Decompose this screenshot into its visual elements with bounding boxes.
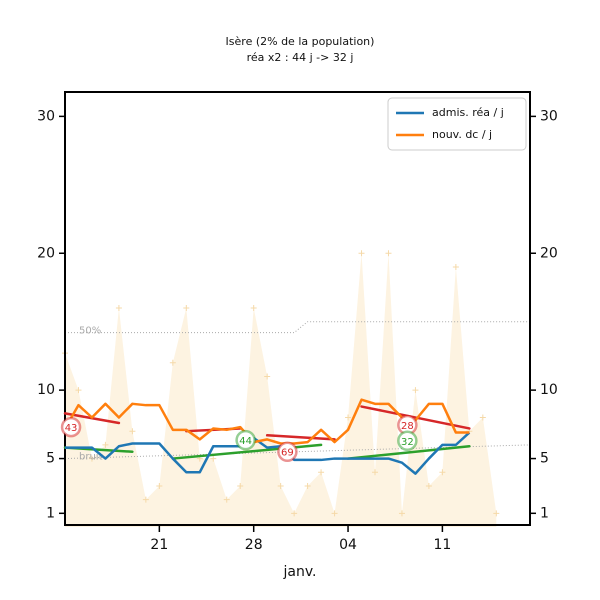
plot-frame <box>64 91 531 526</box>
series-line <box>65 431 471 475</box>
daily-marker <box>345 414 352 421</box>
y-tick-label: 1 <box>46 505 55 521</box>
legend-label: nouv. dc / j <box>432 128 492 141</box>
y-tick-label: 5 <box>46 451 55 467</box>
daily-marker <box>250 305 257 311</box>
y2-tick-label: 30 <box>540 108 558 124</box>
daily-marker <box>264 373 271 380</box>
daily-marker <box>318 469 325 476</box>
annotation-label: 44 <box>239 436 252 447</box>
annotation-label: 28 <box>401 421 414 432</box>
x-tick-label: 04 <box>339 537 357 553</box>
annotation-label: 43 <box>65 423 78 434</box>
daily-marker <box>156 482 163 489</box>
y2-tick-label: 20 <box>540 245 558 261</box>
annotation-circle <box>60 416 82 438</box>
legend-box <box>387 97 527 151</box>
y2-tick-label: 10 <box>540 382 558 398</box>
daily-marker <box>183 305 190 311</box>
x-tick-label: 11 <box>433 537 451 553</box>
daily-marker <box>129 428 136 435</box>
reference-label: bruit <box>79 452 103 463</box>
y-tick-label: 10 <box>37 382 55 398</box>
daily-marker <box>398 510 405 517</box>
chart-subtitle: réa x2 : 44 j -> 32 j <box>247 51 354 64</box>
y2-tick-label: 5 <box>540 451 549 467</box>
daily-marker <box>277 482 284 489</box>
daily-marker <box>439 469 446 476</box>
annotation-circle <box>277 441 298 462</box>
x-tick-label: 28 <box>245 537 263 553</box>
chart-title: Isère (2% de la population) <box>226 35 375 48</box>
daily-marker <box>412 387 419 394</box>
daily-marker <box>479 414 486 421</box>
daily-marker <box>304 482 311 489</box>
x-tick-label: 21 <box>150 537 168 553</box>
daily-marker <box>425 482 432 489</box>
daily-marker <box>291 510 298 517</box>
daily-marker <box>142 496 149 503</box>
annotation-label: 69 <box>281 448 294 459</box>
daily-marker <box>372 469 378 476</box>
y-tick-label: 30 <box>37 108 55 124</box>
reference-label: 50% <box>79 326 101 337</box>
daily-marker <box>385 250 392 257</box>
daily-marker <box>358 250 365 257</box>
daily-marker <box>102 441 109 448</box>
annotation-circle <box>235 429 256 451</box>
y-tick-label: 20 <box>37 245 55 261</box>
x-axis-label: janv. <box>283 564 317 580</box>
daily-marker <box>493 510 500 517</box>
y2-tick-label: 1 <box>540 505 549 521</box>
trend-line <box>346 444 471 460</box>
daily-marker <box>75 387 82 394</box>
reference-line <box>65 321 530 334</box>
daily-marker <box>88 455 95 462</box>
daily-marker <box>115 305 122 311</box>
annotation-label: 32 <box>401 437 414 448</box>
trend-line <box>265 434 336 441</box>
daily-marker <box>452 263 459 270</box>
daily-marker <box>210 455 217 462</box>
annotation-circle <box>397 430 418 452</box>
daily-marker <box>237 482 244 489</box>
daily-marker <box>169 359 176 366</box>
daily-marker <box>223 496 230 503</box>
daily-marker <box>331 510 338 517</box>
legend-label: admis. réa / j <box>432 106 504 119</box>
